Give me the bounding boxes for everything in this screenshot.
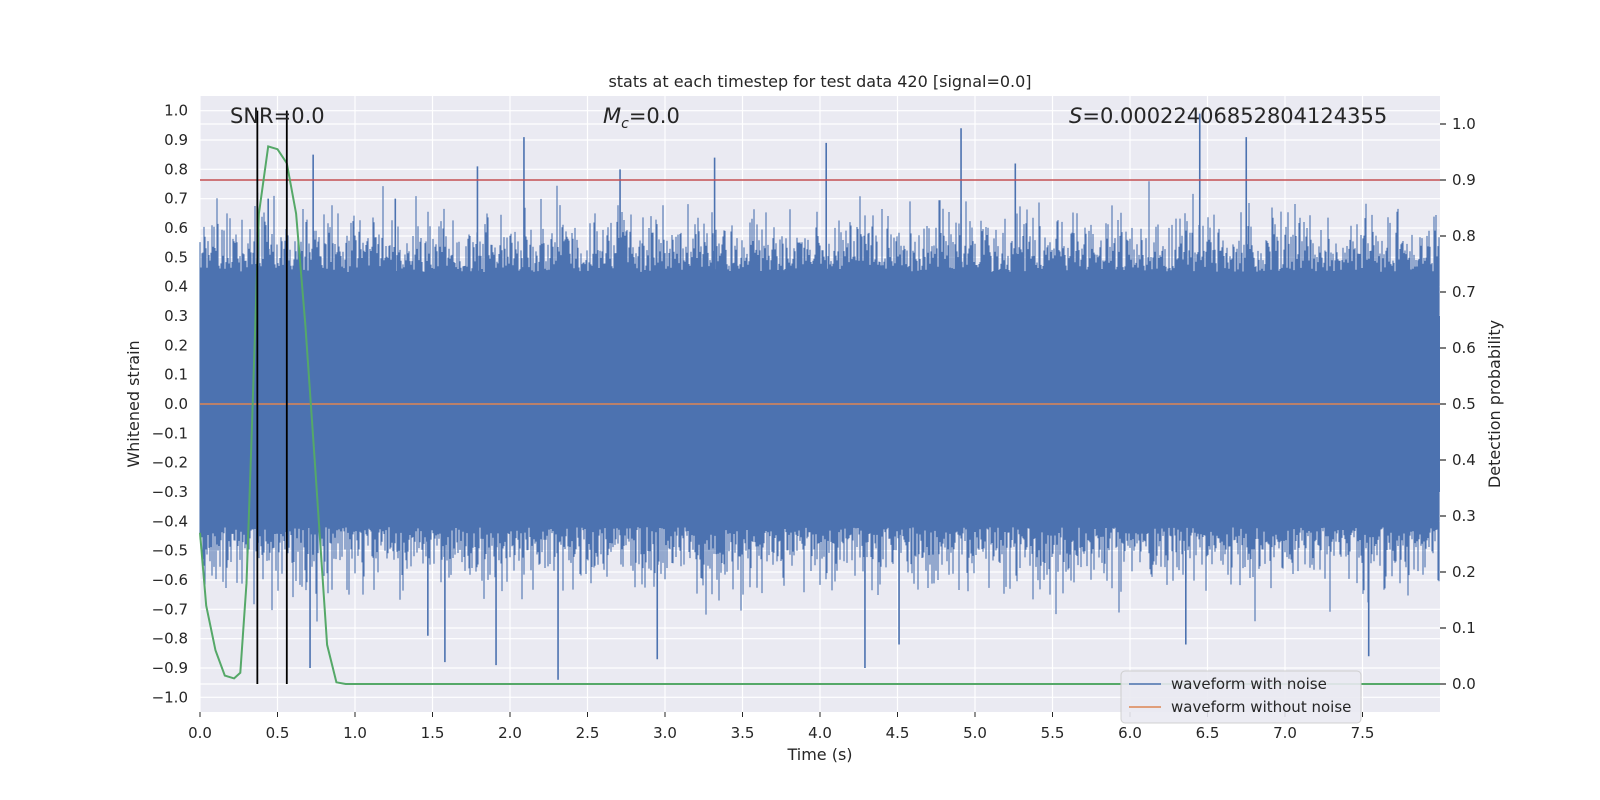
y-tick-label: −0.3	[152, 483, 188, 501]
y-tick-label: 0.9	[164, 131, 188, 149]
y2-tick-label: 0.0	[1452, 675, 1476, 693]
chirp-mass-symbol: M	[603, 104, 621, 128]
x-tick-label: 1.5	[421, 724, 445, 742]
y-tick-label: 0.4	[164, 278, 188, 296]
y2-tick-label: 1.0	[1452, 115, 1476, 133]
chirp-mass-value: =0.0	[629, 104, 680, 128]
y-tick-label: 0.0	[164, 395, 188, 413]
y2-axis-label: Detection probability	[1485, 320, 1504, 488]
x-tick-label: 5.0	[963, 724, 987, 742]
y-axis-label: Whitened strain	[124, 340, 143, 467]
x-tick-label: 1.0	[343, 724, 367, 742]
y-tick-label: 0.3	[164, 307, 188, 325]
x-tick-label: 5.5	[1041, 724, 1065, 742]
legend: waveform with noise waveform without noi…	[1120, 670, 1362, 724]
y2-tick-label: 0.6	[1452, 339, 1476, 357]
y2-tick-label: 0.5	[1452, 395, 1476, 413]
x-tick-label: 0.5	[266, 724, 290, 742]
x-tick-label: 2.0	[498, 724, 522, 742]
y2-tick-label: 0.8	[1452, 227, 1476, 245]
x-tick-label: 4.0	[808, 724, 832, 742]
y-tick-label: −0.5	[152, 542, 188, 560]
x-tick-label: 3.5	[731, 724, 755, 742]
y2-tick-label: 0.9	[1452, 171, 1476, 189]
chart-title: stats at each timestep for test data 420…	[608, 72, 1031, 91]
chirp-mass-annotation: Mc=0.0	[603, 104, 680, 132]
y-tick-label: −0.4	[152, 512, 188, 530]
y-tick-label: 0.7	[164, 190, 188, 208]
x-tick-label: 6.5	[1196, 724, 1220, 742]
y-tick-label: −0.6	[152, 571, 188, 589]
x-tick-label: 6.0	[1118, 724, 1142, 742]
legend-box	[1120, 670, 1362, 724]
series-lines	[199, 110, 1440, 685]
y2-tick-label: 0.2	[1452, 563, 1476, 581]
y-tick-label: −0.2	[152, 454, 188, 472]
y-tick-label: −1.0	[152, 688, 188, 706]
y2-tick-label: 0.4	[1452, 451, 1476, 469]
significance-value: =0.00022406852804124355	[1082, 104, 1387, 128]
x-tick-label: 7.5	[1351, 724, 1375, 742]
detection-probability-line	[199, 145, 1440, 685]
x-tick-label: 3.0	[653, 724, 677, 742]
legend-label-noise: waveform with noise	[1171, 675, 1327, 693]
y-axis-ticks: 1.0 0.9 0.8 0.7 0.6 0.5 0.4 0.3 0.2 0.1 0.0 −0.1 −0.…	[152, 102, 188, 707]
y-tick-label: −0.8	[152, 630, 188, 648]
y-tick-label: 0.5	[164, 248, 188, 266]
snr-annotation: SNR=0.0	[230, 104, 325, 128]
chirp-mass-subscript: c	[621, 116, 629, 132]
y-tick-label: −0.1	[152, 424, 188, 442]
y-tick-label: 0.2	[164, 336, 188, 354]
y-tick-label: 0.1	[164, 366, 188, 384]
x-tick-label: 7.0	[1273, 724, 1297, 742]
significance-symbol: S	[1069, 104, 1082, 128]
y-tick-label: −0.9	[152, 659, 188, 677]
y-tick-label: 1.0	[164, 102, 188, 120]
x-tick-label: 4.5	[886, 724, 910, 742]
significance-annotation: S=0.00022406852804124355	[1069, 104, 1387, 128]
legend-label-clean: waveform without noise	[1171, 698, 1351, 716]
y-tick-label: 0.6	[164, 219, 188, 237]
y2-axis-ticks: 1.0 0.9 0.8 0.7 0.6 0.5 0.4 0.3 0.2 0.1 0.0	[1440, 115, 1476, 693]
y2-tick-label: 0.1	[1452, 619, 1476, 637]
y2-tick-label: 0.7	[1452, 283, 1476, 301]
y-tick-label: 0.8	[164, 160, 188, 178]
x-axis-label: Time (s)	[786, 745, 852, 764]
x-tick-label: 0.0	[188, 724, 212, 742]
y-tick-label: −0.7	[152, 600, 188, 618]
x-tick-label: 2.5	[576, 724, 600, 742]
x-axis-ticks: 0.0 0.5 1.0 1.5 2.0 2.5 3.0 3.5 4.0 4.5 5.0 5.5 6.0 6…	[188, 712, 1374, 742]
y2-tick-label: 0.3	[1452, 507, 1476, 525]
